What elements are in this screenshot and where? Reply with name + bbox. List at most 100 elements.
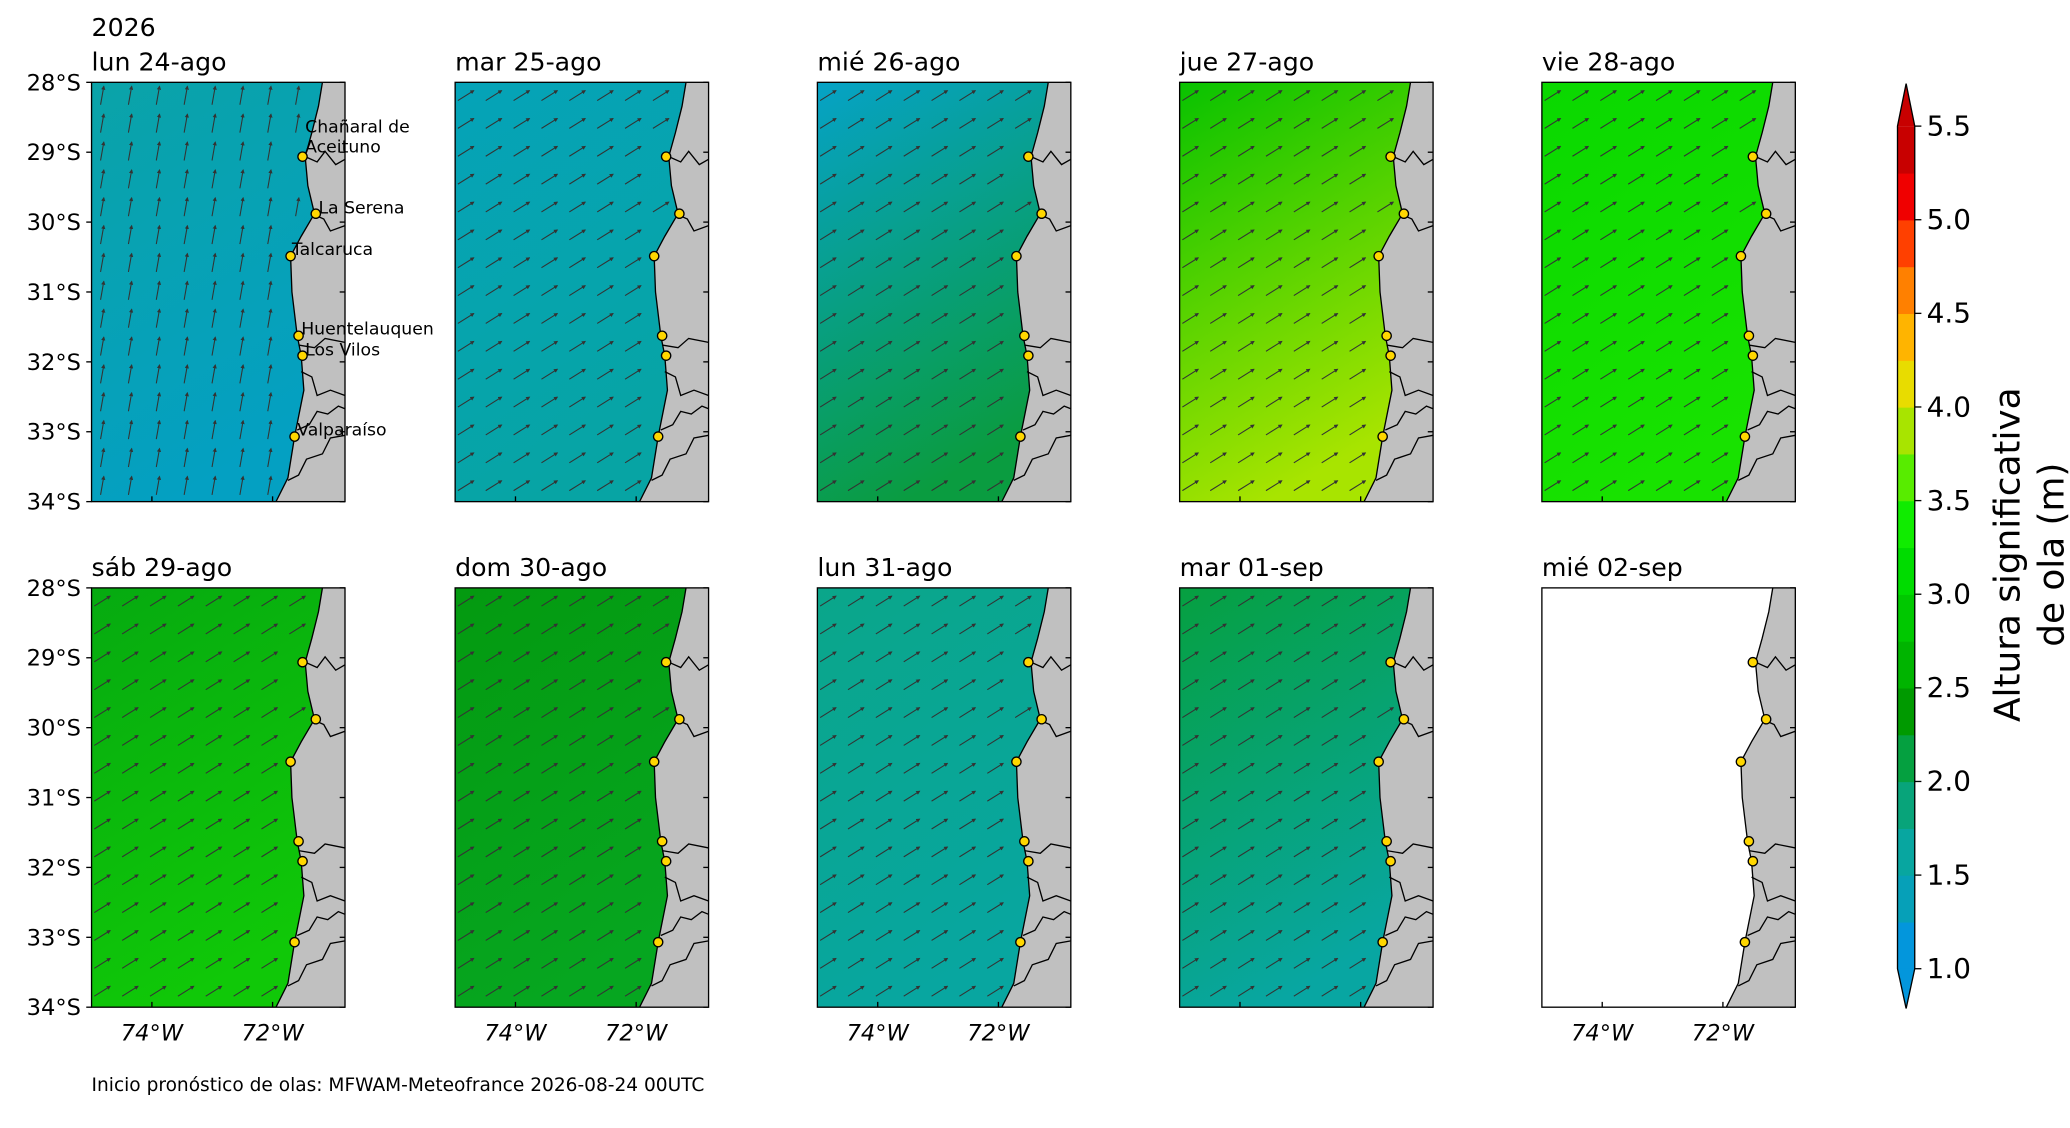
wave-arrow bbox=[541, 229, 559, 241]
wave-arrow bbox=[149, 651, 167, 663]
wave-arrow bbox=[903, 790, 921, 802]
border-line bbox=[1385, 910, 1434, 937]
wave-arrow bbox=[596, 229, 614, 241]
wave-arrow bbox=[1293, 313, 1311, 324]
wave-arrow bbox=[1237, 313, 1255, 324]
wave-arrow bbox=[903, 818, 921, 830]
wave-arrow bbox=[485, 707, 503, 718]
wave-arrow bbox=[931, 313, 949, 324]
wave-arrow bbox=[513, 957, 531, 969]
map-panel: lun 31-ago 74°W 72°W bbox=[816, 553, 1072, 1046]
wave-arrow bbox=[624, 595, 642, 607]
wave-arrow bbox=[177, 623, 195, 635]
wave-arrow bbox=[819, 145, 837, 157]
wave-arrow bbox=[875, 340, 893, 352]
wave-arrow bbox=[903, 452, 921, 464]
wave-arrow bbox=[267, 196, 273, 217]
wave-arrow bbox=[1655, 145, 1673, 157]
wave-arrow bbox=[569, 145, 586, 157]
city-marker bbox=[1735, 250, 1747, 262]
wave-arrow bbox=[1182, 957, 1200, 969]
wave-arrow bbox=[155, 85, 162, 105]
wave-arrow bbox=[211, 475, 217, 495]
colorbar-band bbox=[1897, 266, 1915, 315]
wave-arrow bbox=[1349, 117, 1367, 129]
wave-arrow bbox=[513, 707, 531, 718]
wave-arrow bbox=[1237, 930, 1255, 941]
wave-arrow bbox=[155, 475, 162, 495]
wave-arrow bbox=[624, 679, 642, 691]
land bbox=[1726, 82, 1796, 502]
wave-arrow bbox=[261, 734, 279, 746]
wave-arrow bbox=[457, 396, 475, 408]
wave-arrow bbox=[652, 595, 670, 607]
wave-arrow bbox=[1377, 595, 1395, 607]
land bbox=[1001, 82, 1071, 502]
wave-arrow bbox=[183, 224, 189, 245]
wave-arrow bbox=[261, 902, 279, 914]
wave-arrow bbox=[1349, 340, 1367, 352]
wave-arrow bbox=[847, 257, 865, 269]
wave-arrow bbox=[1293, 902, 1311, 914]
wave-arrow bbox=[177, 679, 195, 691]
border-line bbox=[300, 371, 346, 397]
wave-arrow bbox=[1600, 396, 1618, 408]
wave-arrow bbox=[1377, 117, 1395, 129]
wave-arrow bbox=[931, 257, 949, 269]
wave-arrow bbox=[1321, 452, 1339, 464]
wave-arrow bbox=[959, 790, 977, 802]
border-line bbox=[1385, 405, 1434, 431]
city-marker bbox=[1019, 836, 1030, 847]
city-marker bbox=[297, 656, 308, 668]
wave-arrow bbox=[987, 679, 1004, 691]
border-line bbox=[1751, 876, 1796, 902]
wave-arrow bbox=[847, 285, 865, 297]
wave-arrow bbox=[1600, 480, 1618, 492]
wave-arrow bbox=[931, 985, 949, 997]
wave-arrow bbox=[1627, 201, 1645, 213]
wave-arrow bbox=[267, 252, 273, 273]
wave-arrow bbox=[541, 651, 559, 663]
wave-arrow bbox=[624, 257, 642, 269]
wave-arrow bbox=[121, 985, 139, 997]
wave-arrow bbox=[155, 336, 162, 356]
wave-arrow bbox=[149, 707, 167, 718]
wave-arrow bbox=[1627, 480, 1645, 492]
city-marker bbox=[652, 431, 664, 442]
wave-arrow bbox=[987, 762, 1004, 774]
wave-arrow bbox=[155, 141, 162, 161]
wave-arrow bbox=[239, 308, 245, 328]
wave-arrow bbox=[239, 113, 245, 133]
border-line bbox=[1375, 434, 1434, 481]
lat-tick-label: 33°S bbox=[27, 925, 81, 951]
map-panel: mar 25-ago bbox=[454, 47, 710, 503]
wave-arrow bbox=[1349, 90, 1367, 101]
wave-arrow bbox=[1349, 957, 1367, 969]
panel-title: dom 30-ago bbox=[455, 553, 607, 582]
wave-arrow bbox=[931, 707, 949, 718]
wave-arrow bbox=[624, 452, 642, 464]
wave-arrow bbox=[233, 679, 251, 691]
wave-arrow bbox=[177, 734, 195, 746]
wave-arrow bbox=[1293, 818, 1311, 830]
wave-arrow bbox=[1600, 340, 1618, 352]
wave-arrow bbox=[1349, 679, 1367, 691]
wave-arrow bbox=[596, 313, 614, 324]
wave-arrow bbox=[513, 452, 531, 464]
wave-arrow bbox=[261, 790, 279, 802]
wave-arrow bbox=[211, 85, 217, 105]
city-marker bbox=[1747, 855, 1759, 867]
wave-arrow bbox=[819, 340, 837, 352]
lat-tick-label: 29°S bbox=[27, 140, 81, 166]
wave-arrow bbox=[94, 707, 111, 718]
wave-arrow bbox=[1711, 229, 1729, 241]
colorbar-label-line: Altura significativa bbox=[1988, 387, 2029, 722]
wave-arrow bbox=[1293, 229, 1311, 241]
wave-arrow bbox=[261, 846, 279, 858]
wave-arrow bbox=[127, 113, 134, 133]
wave-arrow bbox=[239, 447, 245, 468]
wave-arrow bbox=[1265, 595, 1283, 607]
map-panel: mar 01-sep bbox=[1178, 553, 1434, 1008]
border-line bbox=[1388, 876, 1434, 902]
wave-arrow bbox=[1655, 229, 1673, 241]
